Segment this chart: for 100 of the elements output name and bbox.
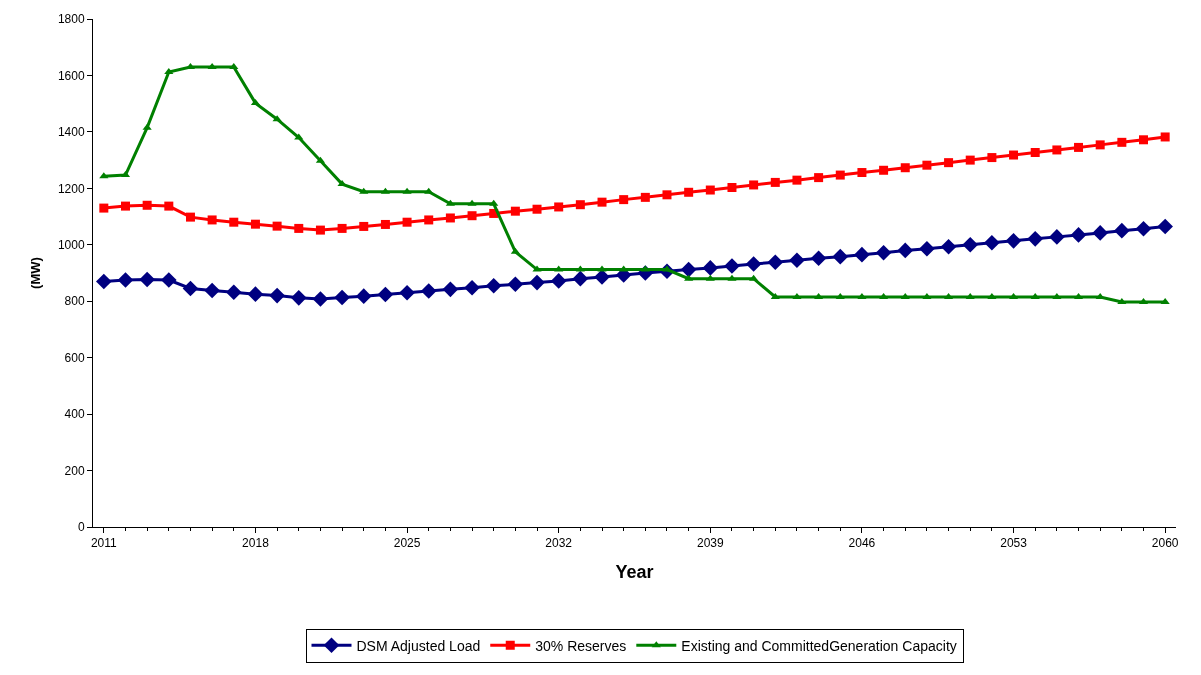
y-tick-label: 600 [64, 350, 85, 365]
point [684, 274, 694, 281]
legend-label: 30% Reserves [535, 637, 627, 654]
point [355, 288, 372, 304]
point [1030, 147, 1040, 157]
point [919, 240, 935, 257]
point [835, 292, 845, 299]
point [250, 219, 260, 229]
point [1027, 231, 1044, 247]
point [99, 172, 109, 179]
point [139, 271, 155, 288]
point [814, 173, 824, 183]
point [204, 282, 220, 299]
y-tick-label: 1800 [57, 12, 85, 27]
point [832, 248, 849, 265]
legend-label: Existing and CommittedGeneration Capacity [681, 637, 957, 654]
y-tick-label: 1400 [57, 125, 85, 140]
point [572, 270, 589, 287]
y-tick-label: 800 [64, 294, 85, 309]
x-tick-label: 2060 [1151, 536, 1179, 551]
point [900, 292, 910, 299]
point [290, 290, 307, 306]
point [749, 180, 759, 190]
point [420, 283, 437, 299]
point [965, 292, 975, 299]
point [1052, 292, 1062, 299]
point [294, 223, 304, 233]
point [161, 272, 177, 288]
point [247, 286, 264, 302]
point [532, 204, 542, 214]
point [377, 286, 394, 303]
point [1160, 298, 1170, 305]
point [792, 292, 802, 299]
point [99, 203, 109, 213]
point [854, 246, 870, 263]
point [944, 158, 954, 168]
point [532, 265, 542, 272]
point [745, 256, 762, 272]
point [922, 292, 932, 299]
point [965, 155, 975, 165]
point [619, 195, 629, 205]
point [875, 244, 892, 261]
point [1052, 145, 1062, 155]
point [207, 62, 217, 69]
point [312, 291, 329, 307]
point [337, 223, 347, 233]
point [424, 187, 434, 194]
point [1009, 150, 1019, 160]
y-tick-label: 400 [64, 407, 85, 422]
point [940, 238, 957, 255]
point [1139, 135, 1149, 145]
point [1095, 140, 1105, 150]
point [575, 200, 585, 210]
point [185, 212, 195, 222]
point [402, 187, 412, 194]
point [1117, 298, 1127, 305]
point [767, 254, 784, 271]
point [117, 272, 134, 288]
point [1114, 222, 1130, 239]
point [702, 260, 719, 276]
point [529, 274, 545, 291]
point [1070, 227, 1087, 243]
point [789, 252, 805, 269]
point [294, 133, 304, 140]
y-tick-label: 1000 [57, 237, 85, 252]
legend-label: DSM Adjusted Load [356, 637, 481, 654]
point [770, 177, 780, 187]
point [399, 284, 415, 301]
point [207, 215, 217, 225]
x-tick-label: 2025 [393, 536, 421, 551]
point [1092, 225, 1108, 241]
point [550, 273, 567, 289]
point [749, 274, 759, 281]
y-tick-label: 1200 [57, 181, 85, 196]
point [467, 211, 477, 221]
point [705, 185, 715, 195]
point [987, 292, 997, 299]
point [120, 201, 130, 211]
point [684, 187, 694, 197]
point [1049, 229, 1065, 245]
x-tick-label: 2046 [848, 536, 876, 551]
point [575, 265, 585, 272]
point [445, 213, 455, 223]
point [334, 289, 350, 306]
point [962, 236, 979, 253]
point [857, 292, 867, 299]
point [229, 217, 239, 227]
point [640, 192, 650, 202]
point [142, 200, 152, 210]
x-tick-label: 2053 [1000, 536, 1028, 551]
point [727, 274, 737, 281]
point [467, 199, 477, 206]
point [402, 217, 412, 227]
point [554, 265, 564, 272]
point [424, 215, 434, 225]
point [554, 202, 564, 212]
point [705, 274, 715, 281]
point [1005, 233, 1022, 249]
point [510, 206, 520, 216]
x-tick-label: 2011 [90, 536, 118, 551]
